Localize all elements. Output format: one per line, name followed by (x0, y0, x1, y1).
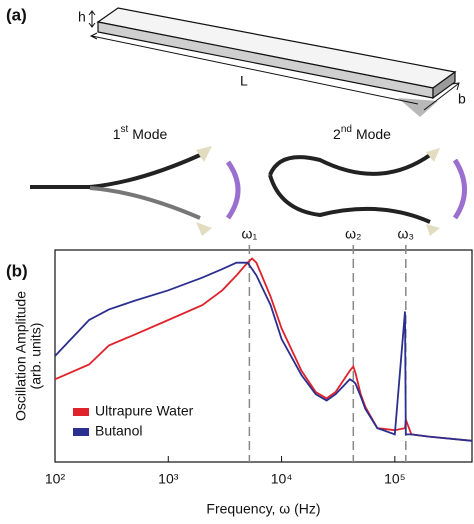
length-arrow (89, 32, 419, 105)
panel-label: (b) (6, 261, 28, 280)
height-label: h (78, 9, 86, 25)
x-tick-label: 10² (45, 471, 66, 487)
x-tick-label: 10³ (158, 471, 179, 487)
y-axis-label: (arb. units) (28, 323, 44, 390)
mode-word: Mode (132, 126, 167, 142)
tip (398, 98, 438, 117)
mode-label: 1st Mode (113, 124, 168, 142)
panel-a: (a) h L b 1st Mode 2nd Mode (6, 5, 467, 236)
panel-b: (b) 10² 10³ 10⁴ 10⁵ Frequency, ω (Hz) Oscilla… (6, 226, 473, 517)
legend-swatch (73, 408, 89, 416)
tip (426, 224, 440, 236)
tip (196, 146, 212, 162)
marker-label: ω₁ (242, 226, 258, 242)
mode1-up (30, 153, 201, 189)
tip (426, 148, 440, 162)
mode-number: 1 (113, 126, 121, 142)
y-axis-label: Oscillation Amplitude (13, 291, 29, 421)
mode-number: 2 (333, 126, 341, 142)
beam-side (432, 70, 456, 100)
swing-arrow (225, 160, 241, 220)
mode-suffix: st (120, 124, 128, 135)
mode-word: Mode (356, 126, 391, 142)
legend-swatch (73, 428, 89, 436)
mode-suffix: nd (341, 124, 352, 135)
height-arrow (88, 10, 96, 28)
width-label: b (458, 91, 466, 107)
mode-label: 2nd Mode (333, 124, 391, 142)
swing-arrow (452, 158, 467, 220)
legend-label: Butanol (95, 423, 142, 439)
x-tick-label: 10⁵ (384, 471, 405, 487)
marker-label: ω₂ (345, 226, 361, 242)
series-line (54, 257, 473, 442)
width-arrow (423, 82, 460, 111)
x-axis-label: Frequency, ω (Hz) (206, 501, 320, 517)
mode1-down (89, 186, 201, 220)
marker-label: ω₃ (397, 226, 414, 242)
series-line (54, 261, 473, 442)
panel-label: (a) (6, 5, 27, 24)
legend-label: Ultrapure Water (95, 403, 194, 419)
tip (196, 222, 212, 236)
x-tick-label: 10⁴ (271, 471, 293, 487)
mode2-shape (268, 153, 432, 224)
length-label: L (240, 73, 248, 89)
